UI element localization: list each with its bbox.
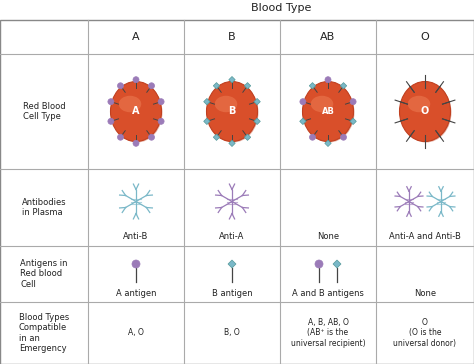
Text: A: A [132, 107, 140, 116]
Polygon shape [333, 260, 341, 268]
Ellipse shape [303, 83, 355, 142]
Circle shape [118, 134, 124, 140]
Polygon shape [300, 118, 306, 124]
Circle shape [108, 99, 114, 105]
Ellipse shape [400, 82, 450, 142]
Circle shape [118, 83, 124, 89]
Polygon shape [213, 134, 219, 141]
Text: Antibodies
in Plasma: Antibodies in Plasma [22, 198, 66, 217]
Text: B, O: B, O [224, 328, 240, 337]
Text: None: None [414, 289, 436, 298]
Text: AB: AB [320, 32, 336, 42]
Ellipse shape [110, 82, 162, 142]
Ellipse shape [311, 96, 333, 112]
Text: Anti-A and Anti-B: Anti-A and Anti-B [389, 232, 461, 241]
Polygon shape [254, 99, 260, 105]
Text: O: O [420, 32, 429, 42]
Circle shape [315, 260, 323, 268]
Circle shape [148, 83, 155, 89]
Ellipse shape [111, 83, 163, 142]
Text: O: O [421, 107, 429, 116]
Polygon shape [229, 140, 235, 146]
Text: Anti-B: Anti-B [123, 232, 149, 241]
Circle shape [300, 99, 306, 105]
Text: A: A [132, 32, 140, 42]
Circle shape [148, 134, 155, 140]
Polygon shape [254, 118, 260, 124]
Text: Blood Type: Blood Type [251, 3, 311, 13]
Ellipse shape [408, 96, 430, 112]
Text: A, O: A, O [128, 328, 144, 337]
Polygon shape [204, 118, 210, 124]
Circle shape [325, 77, 331, 83]
Text: A antigen: A antigen [116, 289, 156, 298]
Text: B: B [228, 32, 236, 42]
Polygon shape [213, 83, 219, 89]
Polygon shape [325, 140, 331, 146]
Polygon shape [309, 83, 316, 89]
Polygon shape [244, 134, 251, 141]
Ellipse shape [207, 82, 257, 142]
Text: Red Blood
Cell Type: Red Blood Cell Type [23, 102, 65, 121]
Polygon shape [340, 83, 346, 89]
Text: B: B [228, 107, 236, 116]
Text: Anti-A: Anti-A [219, 232, 245, 241]
Polygon shape [204, 99, 210, 105]
Text: None: None [317, 232, 339, 241]
Polygon shape [244, 83, 251, 89]
Polygon shape [350, 118, 356, 124]
Polygon shape [229, 76, 235, 83]
Circle shape [310, 134, 316, 140]
Text: B antigen: B antigen [212, 289, 252, 298]
Circle shape [133, 140, 139, 146]
Circle shape [340, 134, 346, 140]
Circle shape [133, 77, 139, 83]
Ellipse shape [215, 96, 237, 112]
Text: A and B antigens: A and B antigens [292, 289, 364, 298]
Text: A, B, AB, O
(AB⁺ is the
universal recipient): A, B, AB, O (AB⁺ is the universal recipi… [291, 318, 365, 348]
Polygon shape [228, 260, 236, 268]
Text: Blood Types
Compatible
in an
Emergency: Blood Types Compatible in an Emergency [19, 313, 69, 353]
Ellipse shape [302, 82, 354, 142]
Text: O
(O is the
universal donor): O (O is the universal donor) [393, 318, 456, 348]
Ellipse shape [119, 96, 141, 112]
Circle shape [158, 99, 164, 105]
Circle shape [132, 260, 140, 268]
Ellipse shape [208, 83, 258, 142]
Circle shape [108, 118, 114, 124]
Text: AB: AB [321, 107, 335, 116]
Circle shape [350, 99, 356, 105]
Ellipse shape [401, 83, 452, 142]
Circle shape [158, 118, 164, 124]
Text: Antigens in
Red blood
Cell: Antigens in Red blood Cell [20, 259, 68, 289]
